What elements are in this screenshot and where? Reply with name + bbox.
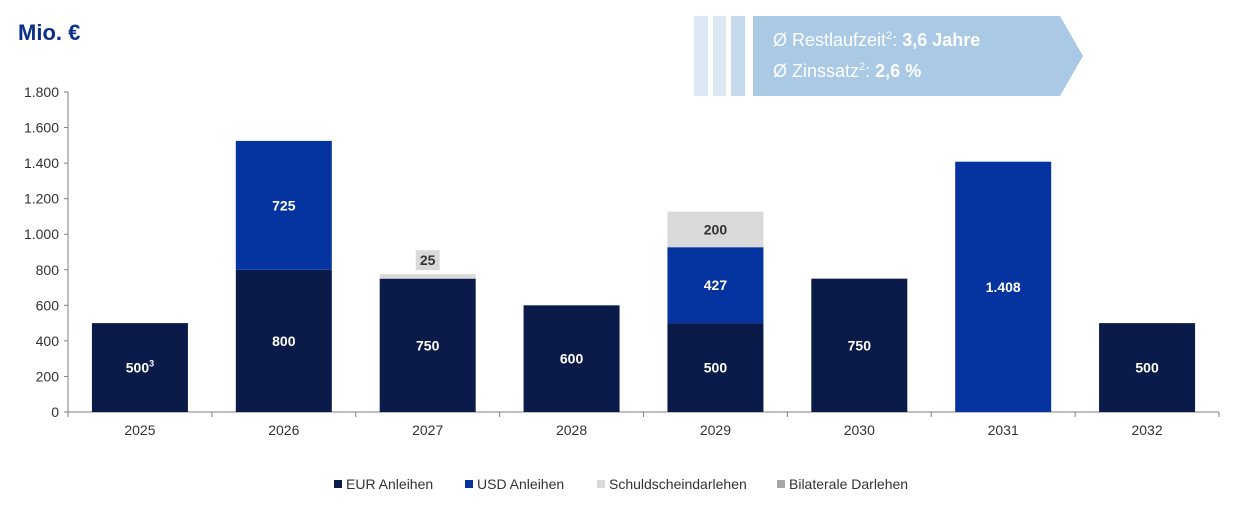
y-tick-label: 200 — [36, 368, 60, 384]
legend-item-eur: EUR Anleihen — [334, 476, 433, 492]
bar-eur-anleihen-2028 — [523, 305, 620, 412]
banner-stripe-2 — [713, 16, 726, 96]
data-label-2029-schuldscheindarlehen: 200 — [704, 221, 728, 237]
y-tick-label: 1.600 — [24, 120, 59, 136]
data-label-2031-usd-anleihen: 1.408 — [986, 279, 1021, 295]
data-label-2026-eur-anleihen: 800 — [272, 333, 296, 349]
bar-schuldscheindarlehen-2027 — [379, 274, 476, 279]
legend-swatch-usd — [465, 480, 473, 488]
bar-eur-anleihen-2029 — [667, 323, 764, 412]
data-label-2032-eur-anleihen: 500 — [1135, 360, 1159, 376]
legend-swatch-eur — [334, 480, 342, 488]
x-tick-label-2029: 2029 — [700, 422, 731, 438]
x-tick-label-2031: 2031 — [988, 422, 1019, 438]
y-tick-label: 1.000 — [24, 226, 59, 242]
data-label-2029-eur-anleihen: 500 — [704, 360, 728, 376]
footnote-2-term: 2 — [886, 30, 893, 42]
data-label-2027-eur-anleihen: 750 — [416, 337, 440, 353]
y-tick-label: 1.800 — [24, 84, 59, 100]
y-tick-label: 400 — [36, 333, 60, 349]
data-label-2025-eur-anleihen: 5003 — [126, 359, 154, 376]
legend-label-eur: EUR Anleihen — [346, 476, 434, 492]
data-label-2027-schuldscheindarlehen: 25 — [420, 252, 436, 268]
y-tick-label: 1.400 — [24, 155, 59, 171]
bar-schuldscheindarlehen-2029 — [667, 211, 764, 248]
bar-usd-anleihen-2026 — [235, 140, 332, 270]
bar-eur-anleihen-2025 — [91, 323, 188, 412]
data-label-box — [415, 250, 440, 271]
bar-usd-anleihen-2029 — [667, 247, 764, 324]
footnote-3-marker: 3 — [149, 359, 154, 369]
banner-stripe-3 — [731, 16, 745, 96]
legend-item-usd: USD Anleihen — [465, 476, 564, 492]
avg-remaining-term-label: Ø Restlaufzeit — [773, 30, 887, 50]
y-tick-label: 800 — [36, 262, 60, 278]
data-label-2030-eur-anleihen: 750 — [848, 337, 872, 353]
bar-usd-anleihen-2031 — [955, 161, 1052, 412]
legend-label-bilateral: Bilaterale Darlehen — [789, 476, 909, 492]
bar-eur-anleihen-2027 — [379, 278, 476, 412]
x-tick-label-2032: 2032 — [1131, 422, 1162, 438]
data-label-2028-eur-anleihen: 600 — [560, 351, 584, 367]
bar-eur-anleihen-2030 — [811, 278, 908, 412]
legend-label-usd: USD Anleihen — [477, 476, 565, 492]
x-tick-label-2026: 2026 — [268, 422, 299, 438]
avg-remaining-term: Ø Restlaufzeit2: 3,6 Jahre — [773, 30, 981, 50]
unit-label: Mio. € — [18, 20, 81, 45]
legend-swatch-bilateral — [777, 480, 785, 488]
data-label-2029-usd-anleihen: 427 — [704, 277, 728, 293]
bar-eur-anleihen-2032 — [1099, 323, 1196, 412]
legend-label-schuld: Schuldscheindarlehen — [609, 476, 747, 492]
y-tick-label: 600 — [36, 297, 60, 313]
data-label-2026-usd-anleihen: 725 — [272, 197, 296, 213]
y-tick-label: 1.200 — [24, 191, 59, 207]
x-tick-label-2028: 2028 — [556, 422, 587, 438]
chart-legend: EUR Anleihen USD Anleihen Schuldscheinda… — [0, 476, 1243, 496]
avg-remaining-term-value: 3,6 Jahre — [902, 30, 981, 50]
footnote-2-rate: 2 — [859, 61, 866, 73]
legend-swatch-schuld — [597, 480, 605, 488]
legend-item-schuld: Schuldscheindarlehen — [597, 476, 747, 492]
bar-eur-anleihen-2026 — [235, 269, 332, 412]
banner-stripe-1 — [694, 16, 708, 96]
x-tick-label-2030: 2030 — [844, 422, 875, 438]
y-tick-label: 0 — [51, 404, 59, 420]
legend-item-bilateral: Bilaterale Darlehen — [777, 476, 908, 492]
avg-interest-rate-label: Ø Zinssatz — [773, 61, 860, 81]
key-figures-banner — [694, 16, 1083, 96]
avg-interest-rate: Ø Zinssatz2: 2,6 % — [773, 61, 922, 81]
x-tick-label-2025: 2025 — [124, 422, 155, 438]
x-tick-label-2027: 2027 — [412, 422, 443, 438]
avg-interest-rate-value: 2,6 % — [875, 61, 922, 81]
banner-arrow — [753, 16, 1083, 96]
maturity-profile-chart: 0 200 400 600 800 1.000 1.200 1.400 1.600 1.800 20… — [24, 84, 1220, 438]
